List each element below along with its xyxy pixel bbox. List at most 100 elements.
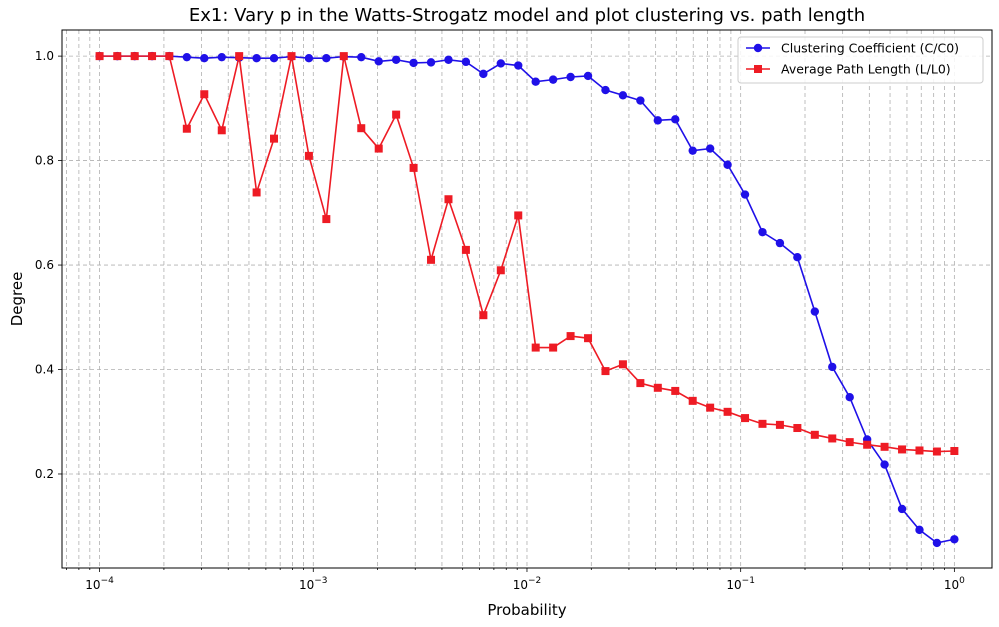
- data-point: [287, 52, 296, 61]
- data-point: [775, 238, 785, 248]
- data-point: [514, 61, 523, 70]
- data-point: [723, 407, 732, 416]
- y-tick-label: 0.8: [35, 154, 54, 168]
- data-point: [880, 442, 889, 451]
- data-point: [392, 110, 401, 119]
- data-point: [775, 420, 784, 429]
- data-point: [741, 414, 750, 423]
- data-point: [496, 59, 506, 68]
- data-point: [758, 419, 767, 428]
- data-point: [706, 403, 715, 412]
- data-point: [863, 440, 872, 449]
- data-point: [409, 58, 418, 68]
- data-point: [531, 343, 540, 352]
- data-point: [601, 367, 610, 376]
- data-point: [322, 215, 331, 224]
- data-point: [409, 163, 418, 172]
- data-point: [810, 430, 819, 439]
- data-point: [636, 379, 645, 388]
- data-point: [688, 396, 697, 405]
- y-tick-label: 0.4: [35, 363, 54, 377]
- data-point: [235, 52, 244, 61]
- data-point: [200, 90, 209, 99]
- data-point: [426, 58, 436, 67]
- data-point: [304, 151, 313, 160]
- data-point: [391, 55, 401, 64]
- data-point: [845, 438, 854, 447]
- data-point: [688, 146, 697, 155]
- data-point: [566, 72, 575, 82]
- data-point: [915, 446, 924, 455]
- data-point: [548, 75, 558, 84]
- data-point: [269, 54, 279, 63]
- data-point: [130, 52, 139, 61]
- y-tick-label: 0.6: [35, 258, 54, 272]
- data-point: [793, 424, 802, 433]
- data-point: [374, 57, 383, 66]
- x-tick-label: 10−1: [726, 576, 755, 592]
- data-point: [915, 525, 924, 535]
- data-point: [444, 195, 453, 204]
- data-point: [897, 504, 907, 514]
- data-point: [357, 124, 366, 133]
- y-tick-label: 0.2: [35, 467, 54, 481]
- data-point: [322, 54, 331, 63]
- data-point: [932, 447, 941, 456]
- x-tick-label: 10−4: [85, 576, 114, 592]
- data-point: [618, 91, 628, 100]
- legend-entry: Average Path Length (L/L0): [746, 62, 951, 77]
- data-point: [584, 334, 593, 343]
- data-point: [182, 124, 191, 133]
- data-point: [252, 188, 261, 197]
- data-point: [705, 144, 715, 153]
- legend-label: Average Path Length (L/L0): [781, 62, 951, 77]
- legend-marker: [754, 65, 762, 73]
- data-point: [653, 116, 663, 125]
- data-point: [671, 115, 680, 124]
- data-point: [549, 343, 558, 352]
- data-point: [304, 54, 314, 63]
- data-point: [810, 307, 820, 316]
- grid: [62, 30, 992, 568]
- data-point: [566, 332, 575, 341]
- data-point: [95, 52, 104, 61]
- data-point: [618, 360, 627, 369]
- data-point: [880, 460, 889, 469]
- data-point: [723, 160, 732, 169]
- data-point: [479, 69, 488, 79]
- data-point: [671, 386, 680, 395]
- data-point: [479, 311, 488, 320]
- data-point: [427, 255, 436, 264]
- data-point: [165, 52, 174, 61]
- data-point: [217, 52, 226, 62]
- data-point: [758, 227, 767, 237]
- data-point: [932, 538, 942, 548]
- data-point: [339, 52, 348, 61]
- legend-box: [737, 36, 984, 84]
- data-point: [636, 96, 645, 105]
- legend-marker: [753, 43, 763, 53]
- data-point: [653, 383, 662, 392]
- data-point: [828, 362, 837, 372]
- data-point: [444, 55, 453, 64]
- data-point: [601, 85, 610, 95]
- data-point: [461, 57, 471, 67]
- data-point: [270, 134, 279, 143]
- legend-label: Clustering Coefficient (C/C0): [781, 41, 959, 56]
- x-axis-label: Probability: [487, 601, 566, 619]
- x-tick-label: 10−2: [513, 576, 542, 592]
- data-point: [217, 126, 226, 135]
- series-average-path-length: [95, 52, 959, 456]
- data-point: [583, 71, 593, 81]
- axis-ticks: 10−4 10−3 10−2 10−1 100 0.2 0.4 0.6 0.8 1.0: [35, 49, 965, 592]
- y-axis-label: Degree: [8, 272, 26, 327]
- series-layer: [95, 51, 959, 548]
- data-point: [531, 77, 540, 86]
- data-point: [374, 144, 383, 153]
- data-point: [357, 52, 366, 62]
- data-point: [514, 211, 523, 220]
- data-point: [461, 245, 470, 254]
- x-tick-label: 10−3: [299, 576, 328, 592]
